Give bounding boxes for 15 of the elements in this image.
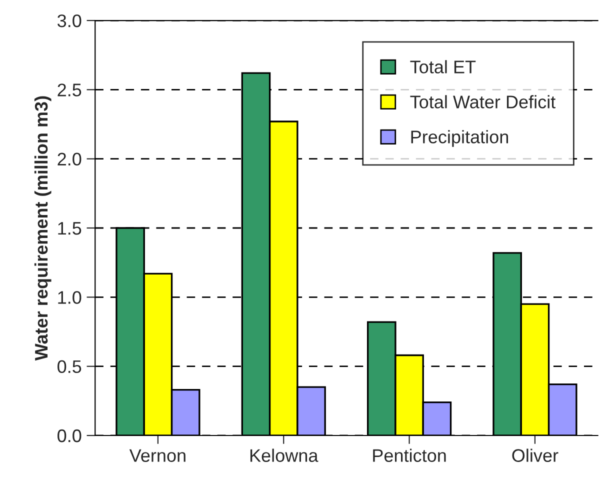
y-tick-label: 2.5	[58, 84, 82, 96]
x-tick-label: Vernon	[129, 449, 186, 462]
x-tick-label: Oliver	[512, 448, 558, 462]
x-tick-label: Penticton	[373, 448, 446, 462]
y-tick-label: 3.0	[58, 14, 82, 28]
y-tick-label: 1.0	[58, 291, 82, 304]
legend-label: Total ET	[410, 60, 476, 74]
legend-label: Precipitation	[411, 130, 508, 147]
y-tick-label: 2.0	[58, 152, 82, 166]
y-axis-title: Water requirement (million m3)	[34, 96, 52, 361]
y-tick-label: 0.5	[58, 360, 82, 374]
y-tick-label: 0.0	[58, 429, 82, 442]
legend-label: Total Water Deficit	[410, 95, 556, 108]
y-tick-label: 1.5	[58, 222, 82, 235]
x-tick-label: Kelowna	[250, 448, 318, 462]
